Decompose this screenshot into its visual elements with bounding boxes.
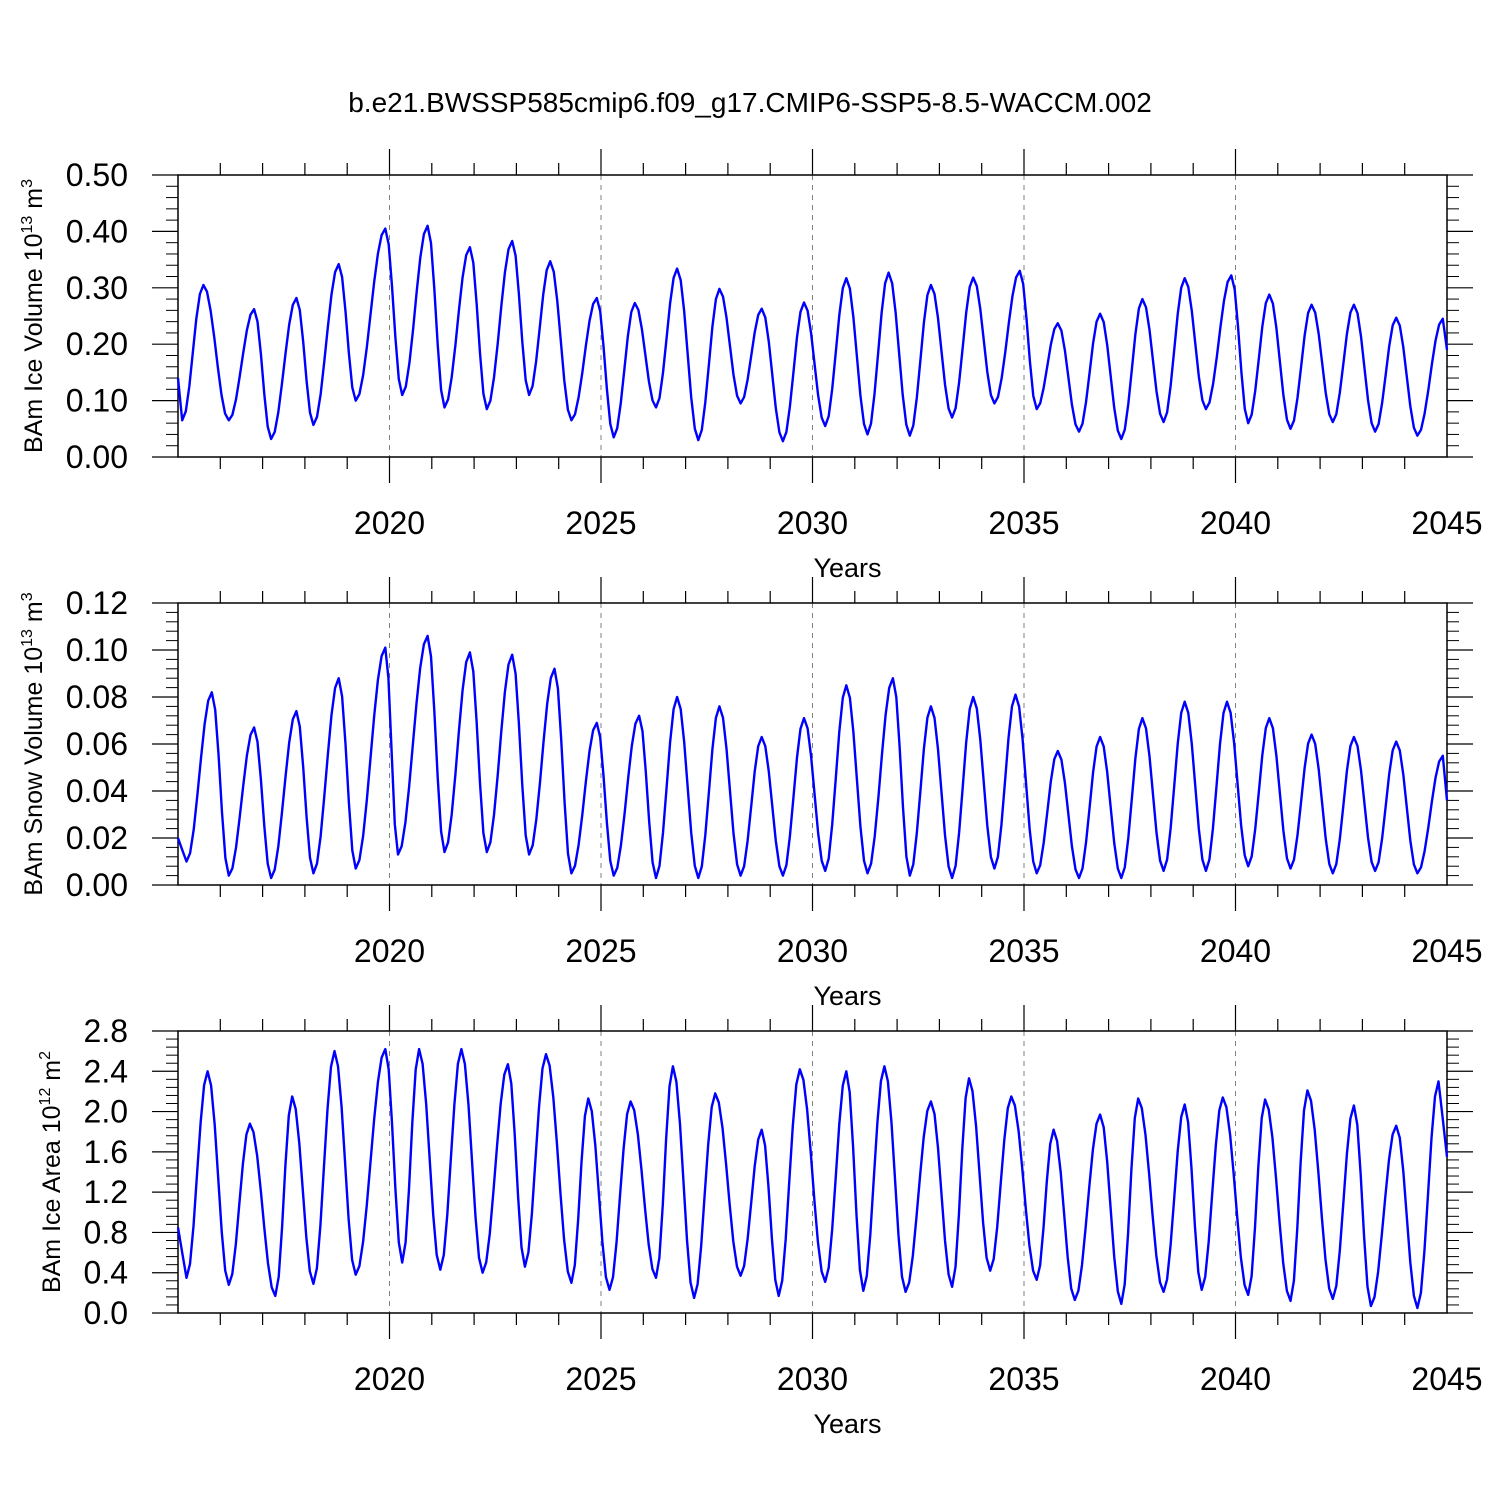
- panel-snow-volume: 2020 2025 2030 2035 2040 2045 Years 0.00 0.02 0.0…: [19, 577, 1483, 1011]
- ice-area-xtick-label: 2025: [565, 1361, 636, 1397]
- ice-area-ytick-label: 2.4: [84, 1053, 128, 1089]
- ice-volume-y-axis-title-text: BAm Ice Volume 10: [20, 233, 48, 453]
- ice-area-xtick-label: 2030: [777, 1361, 848, 1397]
- snow-volume-y-axis-title-unit-sup: 3: [19, 592, 36, 601]
- ice-area-x-axis-title: Years: [813, 1409, 881, 1439]
- ice-area-y-axis-title-sup: 12: [37, 1088, 54, 1106]
- ice-volume-xtick-label: 2020: [354, 505, 425, 541]
- snow-volume-xtick-label: 2020: [354, 933, 425, 969]
- ice-volume-ytick-label: 0.00: [66, 439, 128, 475]
- snow-volume-ytick-label: 0.12: [66, 585, 128, 621]
- ice-volume-y-axis-title-sup: 13: [19, 216, 36, 234]
- ice-volume-xtick-label: 2025: [565, 505, 636, 541]
- ice-volume-series-line: [176, 224, 1449, 443]
- snow-volume-ytick-label: 0.10: [66, 632, 128, 668]
- ice-area-xtick-label: 2045: [1411, 1361, 1482, 1397]
- snow-volume-y-axis-title-sup: 13: [19, 629, 36, 647]
- ice-area-ytick-label: 0.4: [84, 1255, 128, 1291]
- snow-volume-y-axis-title: BAm Snow Volume 1013 m3: [19, 592, 48, 895]
- snow-volume-ytick-label: 0.06: [66, 726, 128, 762]
- ice-volume-ytick-label: 0.30: [66, 270, 128, 306]
- snow-volume-xtick-label: 2030: [777, 933, 848, 969]
- snow-volume-xtick-label: 2045: [1411, 933, 1482, 969]
- ice-volume-ytick-label: 0.40: [66, 213, 128, 249]
- snow-volume-xtick-label: 2040: [1200, 933, 1271, 969]
- snow-volume-y-axis-title-text: BAm Snow Volume 10: [20, 647, 48, 896]
- snow-volume-ytick-label: 0.02: [66, 820, 128, 856]
- ice-area-y-axis-title: BAm Ice Area 1012 m2: [37, 1051, 66, 1293]
- ice-area-xtick-label: 2035: [988, 1361, 1059, 1397]
- snow-volume-ytick-label: 0.00: [66, 867, 128, 903]
- ice-area-ytick-label: 1.6: [84, 1134, 128, 1170]
- snow-volume-ytick-label: 0.04: [66, 773, 128, 809]
- panels: 2020 2025 2030 2035 2040 2045 Years 0.00 0.10 0.2…: [19, 149, 1483, 1439]
- ice-area-ytick-label: 2.0: [84, 1094, 128, 1130]
- ice-volume-xtick-label: 2030: [777, 505, 848, 541]
- ice-volume-y-axis-title-unit-sup: 3: [19, 179, 36, 188]
- ice-volume-xtick-label: 2045: [1411, 505, 1482, 541]
- ice-area-ytick-label: 2.8: [84, 1013, 128, 1049]
- snow-volume-x-axis-title: Years: [813, 981, 881, 1011]
- ice-volume-y-axis-title: BAm Ice Volume 1013 m3: [19, 179, 48, 453]
- ice-volume-xtick-label: 2040: [1200, 505, 1271, 541]
- ice-volume-xtick-label: 2035: [988, 505, 1059, 541]
- ice-volume-y-axis-title-unit: m: [20, 188, 48, 216]
- snow-volume-y-axis-title-unit: m: [20, 601, 48, 629]
- ice-area-y-axis-title-unit-sup: 2: [37, 1051, 54, 1060]
- panel-ice-volume: 2020 2025 2030 2035 2040 2045 Years 0.00 0.10 0.2…: [19, 149, 1483, 583]
- snow-volume-xtick-label: 2035: [988, 933, 1059, 969]
- panel-ice-area: 2020 2025 2030 2035 2040 2045 Years 0.0 0.4 0.8 1.…: [37, 1005, 1483, 1439]
- ice-area-ytick-label: 0.0: [84, 1295, 128, 1331]
- snow-volume-ytick-label: 0.08: [66, 679, 128, 715]
- ice-volume-ytick-label: 0.20: [66, 326, 128, 362]
- ice-area-ytick-label: 1.2: [84, 1174, 128, 1210]
- ice-area-xtick-label: 2020: [354, 1361, 425, 1397]
- ice-volume-ytick-label: 0.50: [66, 157, 128, 193]
- ice-volume-ytick-label: 0.10: [66, 383, 128, 419]
- ice-area-series-line: [176, 1047, 1449, 1310]
- ice-area-y-axis-title-unit: m: [38, 1060, 66, 1088]
- snow-volume-xtick-label: 2025: [565, 933, 636, 969]
- ice-area-y-axis-title-text: BAm Ice Area 10: [38, 1105, 66, 1293]
- ice-area-xtick-label: 2040: [1200, 1361, 1271, 1397]
- ice-volume-x-axis-title: Years: [813, 553, 881, 583]
- snow-volume-series-line: [176, 634, 1449, 880]
- figure-title: b.e21.BWSSP585cmip6.f09_g17.CMIP6-SSP5-8…: [348, 87, 1152, 118]
- ice-area-ytick-label: 0.8: [84, 1214, 128, 1250]
